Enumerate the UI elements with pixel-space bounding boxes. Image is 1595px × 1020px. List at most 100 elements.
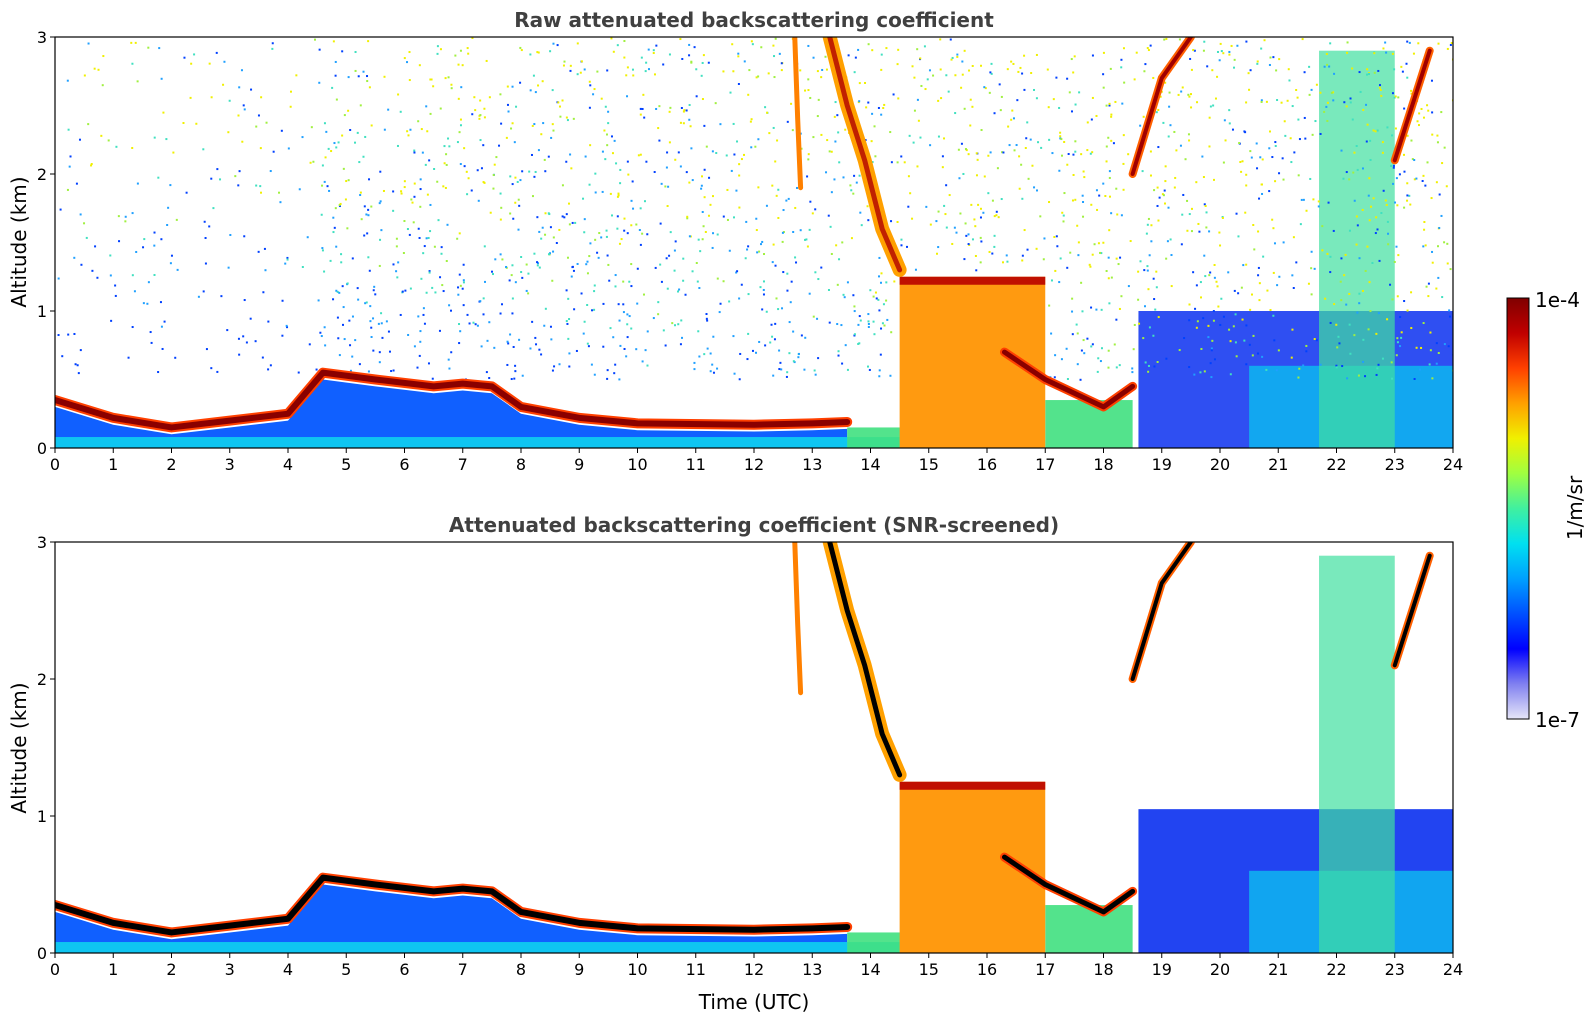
noise-speck — [1074, 140, 1077, 143]
noise-speck — [341, 50, 344, 53]
noise-speck — [1081, 194, 1084, 197]
cloud-base-descending — [1001, 854, 1136, 915]
noise-speck — [1144, 361, 1147, 364]
noise-speck — [449, 309, 452, 312]
noise-speck — [165, 138, 168, 141]
noise-speck — [68, 165, 71, 168]
noise-speck — [728, 300, 731, 303]
noise-speck — [1157, 146, 1160, 149]
noise-speck — [1208, 145, 1211, 148]
noise-speck — [652, 317, 655, 320]
noise-speck — [1303, 71, 1306, 74]
noise-speck — [833, 115, 836, 118]
noise-speck — [1192, 48, 1195, 51]
noise-speck — [842, 293, 845, 296]
noise-speck — [399, 110, 402, 113]
noise-speck — [583, 218, 586, 221]
noise-speck — [136, 182, 139, 185]
noise-speck — [731, 43, 734, 46]
noise-speck — [566, 119, 569, 122]
noise-speck — [1315, 339, 1318, 342]
noise-speck — [662, 63, 665, 66]
noise-speck — [216, 370, 219, 373]
noise-speck — [334, 207, 337, 210]
noise-speck — [1429, 349, 1432, 352]
noise-speck — [544, 212, 547, 215]
noise-speck — [163, 320, 166, 323]
x-tick-label: 8 — [516, 455, 526, 474]
noise-speck — [593, 284, 596, 287]
noise-speck — [124, 215, 127, 218]
noise-speck — [569, 64, 572, 67]
noise-speck — [392, 263, 395, 266]
noise-speck — [1441, 162, 1444, 165]
noise-speck — [61, 355, 64, 358]
noise-speck — [1297, 118, 1300, 121]
noise-speck — [655, 107, 658, 110]
x-tick-label: 15 — [919, 960, 939, 979]
y-tick-label: 1 — [37, 807, 47, 826]
high-cloud — [1130, 37, 1193, 176]
noise-speck — [602, 345, 605, 348]
noise-speck — [775, 194, 778, 197]
noise-speck — [1319, 363, 1322, 366]
noise-speck — [423, 322, 426, 325]
noise-speck — [631, 68, 634, 71]
noise-speck — [647, 48, 650, 51]
noise-speck — [1096, 208, 1099, 211]
noise-speck — [630, 263, 633, 266]
noise-speck — [1396, 295, 1399, 298]
noise-speck — [195, 122, 198, 125]
noise-speck — [937, 135, 940, 138]
noise-speck — [999, 109, 1002, 112]
noise-speck — [1145, 232, 1148, 235]
noise-speck — [339, 202, 342, 205]
x-tick-label: 24 — [1443, 960, 1463, 979]
noise-speck — [879, 281, 882, 284]
noise-speck — [772, 126, 775, 129]
noise-speck — [1150, 224, 1153, 227]
noise-speck — [625, 355, 628, 358]
noise-speck — [356, 131, 359, 134]
noise-speck — [514, 364, 517, 367]
noise-speck — [1219, 323, 1222, 326]
noise-speck — [704, 230, 707, 233]
noise-speck — [552, 236, 555, 239]
noise-speck — [419, 188, 422, 191]
noise-speck — [1123, 81, 1126, 84]
noise-speck — [287, 147, 290, 150]
noise-speck — [658, 105, 661, 108]
noise-speck — [593, 290, 596, 293]
noise-speck — [858, 342, 861, 345]
noise-speck — [867, 326, 870, 329]
noise-speck — [363, 234, 366, 237]
noise-speck — [878, 369, 881, 372]
noise-speck — [1419, 368, 1422, 371]
noise-speck — [161, 347, 164, 350]
noise-speck — [618, 242, 621, 245]
noise-speck — [979, 261, 982, 264]
noise-speck — [573, 308, 576, 311]
noise-speck — [419, 178, 422, 181]
noise-speck — [1415, 346, 1418, 349]
noise-speck — [1344, 253, 1347, 256]
noise-speck — [1340, 149, 1343, 152]
noise-speck — [1174, 176, 1177, 179]
noise-speck — [584, 155, 587, 158]
noise-speck — [1349, 352, 1352, 355]
noise-speck — [1060, 154, 1063, 157]
noise-speck — [882, 107, 885, 110]
noise-speck — [1355, 243, 1358, 246]
noise-speck — [657, 301, 660, 304]
noise-speck — [943, 137, 946, 140]
noise-speck — [1233, 58, 1236, 61]
noise-speck — [623, 229, 626, 232]
noise-speck — [1384, 41, 1387, 44]
noise-speck — [1114, 100, 1117, 103]
x-tick-label: 14 — [860, 960, 880, 979]
noise-speck — [685, 171, 688, 174]
noise-speck — [447, 137, 450, 140]
x-tick-label: 5 — [341, 960, 351, 979]
noise-speck — [528, 170, 531, 173]
noise-speck — [1170, 285, 1173, 288]
